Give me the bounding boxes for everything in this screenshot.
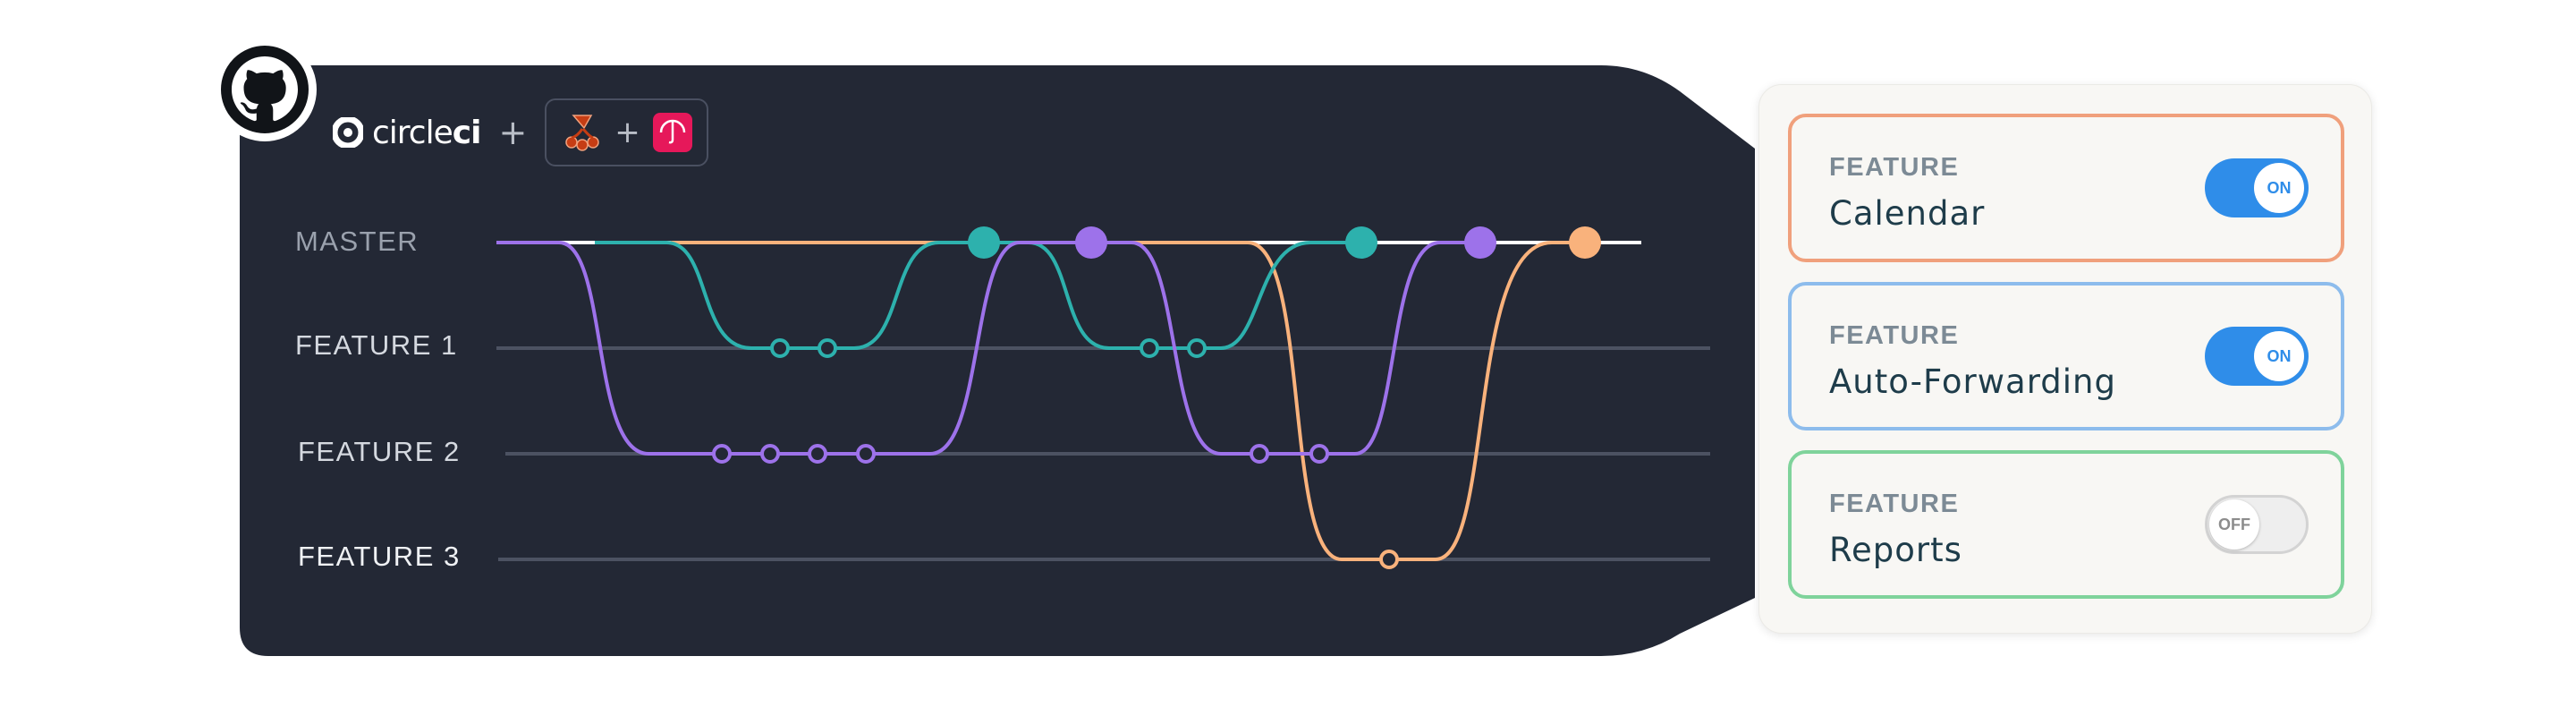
commit-marker-purple bbox=[856, 444, 876, 464]
flag-name: Reports bbox=[1829, 531, 1962, 569]
integrations-bar: circle ci + + bbox=[333, 97, 708, 168]
commit-marker-teal bbox=[818, 338, 837, 358]
commit-marker-orange bbox=[1379, 550, 1399, 569]
umbrella-icon bbox=[652, 113, 692, 152]
branch-label-master: MASTER bbox=[295, 226, 419, 257]
jest-icon bbox=[565, 115, 600, 151]
commit-marker-teal bbox=[770, 338, 790, 358]
feature-flags-card: FEATURE Calendar ON FEATURE Auto-Forward… bbox=[1758, 84, 2372, 634]
merge-point-orange bbox=[1569, 226, 1601, 259]
commit-marker-teal bbox=[1140, 338, 1159, 358]
flag-name: Calendar bbox=[1829, 194, 1986, 233]
circleci-text-bold: ci bbox=[452, 114, 482, 151]
branch-label-feature-3: FEATURE 3 bbox=[298, 541, 461, 572]
merge-point-purple bbox=[1464, 226, 1496, 259]
flag-kicker: FEATURE bbox=[1829, 321, 1960, 350]
merge-point-teal bbox=[1345, 226, 1377, 259]
auto-forwarding-toggle[interactable]: ON bbox=[2205, 327, 2309, 386]
circleci-icon bbox=[333, 117, 363, 148]
flag-kicker: FEATURE bbox=[1829, 153, 1960, 182]
branch-label-feature-2: FEATURE 2 bbox=[298, 436, 461, 467]
panel-background bbox=[240, 65, 1755, 656]
commit-marker-purple bbox=[1250, 444, 1269, 464]
toggle-state: ON bbox=[2254, 331, 2304, 381]
commit-marker-purple bbox=[760, 444, 780, 464]
commit-marker-purple bbox=[712, 444, 732, 464]
flag-reports: FEATURE Reports OFF bbox=[1788, 450, 2344, 599]
branch-flow-teal bbox=[595, 241, 1364, 350]
toggle-state: OFF bbox=[2209, 499, 2259, 550]
circleci-text-light: circle bbox=[372, 114, 453, 151]
branch-label-feature-1: FEATURE 1 bbox=[295, 329, 458, 361]
flag-auto-forwarding: FEATURE Auto-Forwarding ON bbox=[1788, 282, 2344, 430]
tools-group: + bbox=[545, 98, 708, 166]
flag-calendar: FEATURE Calendar ON bbox=[1788, 114, 2344, 262]
commit-marker-purple bbox=[1309, 444, 1329, 464]
commit-marker-purple bbox=[808, 444, 827, 464]
toggle-state: ON bbox=[2254, 163, 2304, 213]
github-icon bbox=[213, 38, 317, 141]
reports-toggle[interactable]: OFF bbox=[2205, 495, 2309, 554]
circleci-logo: circle ci bbox=[333, 114, 482, 151]
calendar-toggle[interactable]: ON bbox=[2205, 158, 2309, 217]
merge-point-purple bbox=[1075, 226, 1107, 259]
commit-marker-teal bbox=[1187, 338, 1207, 358]
merge-point-teal bbox=[968, 226, 1000, 259]
flag-kicker: FEATURE bbox=[1829, 490, 1960, 518]
plus-sign: + bbox=[498, 113, 528, 152]
flag-name: Auto-Forwarding bbox=[1829, 362, 2116, 401]
plus-sign-2: + bbox=[614, 115, 640, 150]
